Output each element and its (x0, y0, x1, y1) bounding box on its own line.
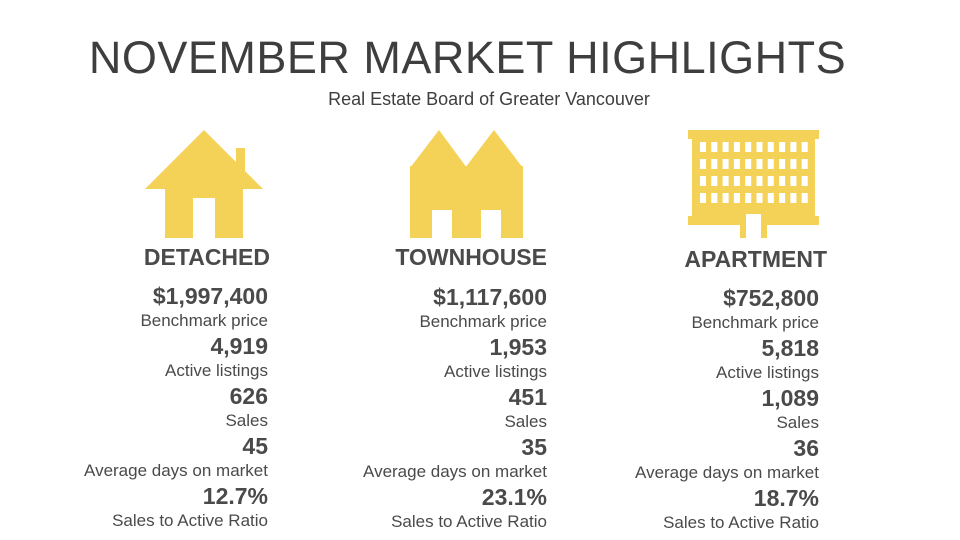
apartment-window (745, 176, 752, 186)
stat-label: Benchmark price (140, 311, 268, 330)
apartment-window (711, 193, 718, 203)
apartment-window (711, 142, 718, 152)
apartment-window (801, 159, 808, 169)
apartment-window (733, 176, 740, 186)
category-townhouse: TOWNHOUSE (395, 244, 547, 270)
stat-sales: 451 Sales (363, 384, 547, 434)
apartment-window (700, 159, 706, 169)
apartment-window (745, 159, 752, 169)
stat-days-on-market: 36 Average days on market (635, 435, 819, 485)
stat-label: Benchmark price (691, 313, 819, 332)
stat-value: 626 (229, 383, 268, 409)
apartment-window (700, 193, 706, 203)
stat-sales: 626 Sales (84, 383, 268, 433)
apartment-window (801, 193, 808, 203)
apartment-window (767, 176, 774, 186)
stat-value: 1,089 (761, 385, 819, 411)
category-apartment: APARTMENT (684, 246, 827, 272)
stat-benchmark-price: $1,117,600 Benchmark price (363, 284, 547, 334)
stat-label: Sales (776, 413, 819, 432)
stat-active-listings: 1,953 Active listings (363, 334, 547, 384)
stat-value: $752,800 (723, 285, 819, 311)
stat-value: $1,117,600 (433, 284, 547, 310)
apartment-window (722, 176, 729, 186)
stat-label: Sales (225, 411, 268, 430)
stat-days-on-market: 35 Average days on market (363, 434, 547, 484)
apartment-window (790, 193, 797, 203)
apartment-window (790, 159, 797, 169)
stat-label: Sales to Active Ratio (663, 513, 819, 532)
apartment-window (779, 176, 786, 186)
townhouse-icon (410, 130, 523, 238)
stat-label: Active listings (716, 363, 819, 382)
apartment-window (745, 142, 752, 152)
stat-label: Average days on market (363, 462, 547, 481)
apartment-window (767, 142, 774, 152)
apartment-window (733, 159, 740, 169)
apartment-window (756, 193, 763, 203)
apartment-window (722, 142, 729, 152)
apartment-window (700, 176, 706, 186)
page-subtitle: Real Estate Board of Greater Vancouver (328, 89, 650, 109)
apartment-window (779, 193, 786, 203)
category-detached: DETACHED (143, 244, 270, 270)
stat-sales: 1,089 Sales (635, 385, 819, 435)
stat-value: 4,919 (210, 333, 268, 359)
stat-label: Active listings (444, 362, 547, 381)
stat-value: 36 (793, 435, 819, 461)
stat-days-on-market: 45 Average days on market (84, 433, 268, 483)
stat-value: 45 (242, 433, 268, 459)
stat-value: 18.7% (753, 485, 819, 511)
apartment-window (733, 193, 740, 203)
stat-value: $1,997,400 (152, 283, 268, 309)
apartment-window (745, 193, 752, 203)
stat-sales-to-active: 18.7% Sales to Active Ratio (635, 485, 819, 535)
apartment-window (779, 159, 786, 169)
apartment-window (790, 176, 797, 186)
apartment-window (711, 176, 718, 186)
apartment-window (767, 193, 774, 203)
stat-label: Sales (504, 412, 547, 431)
stat-benchmark-price: $1,997,400 Benchmark price (84, 283, 268, 333)
apartment-window (779, 142, 786, 152)
stat-value: 23.1% (481, 484, 547, 510)
stat-benchmark-price: $752,800 Benchmark price (635, 285, 819, 335)
stat-label: Average days on market (635, 463, 819, 482)
stats-detached: $1,997,400 Benchmark price 4,919 Active li… (84, 283, 268, 533)
stat-active-listings: 5,818 Active listings (635, 335, 819, 385)
stat-label: Average days on market (84, 461, 268, 480)
apartment-window (733, 142, 740, 152)
stat-label: Active listings (165, 361, 268, 380)
stat-active-listings: 4,919 Active listings (84, 333, 268, 383)
stat-value: 1,953 (489, 334, 547, 360)
apartment-window (790, 142, 797, 152)
stats-apartment: $752,800 Benchmark price 5,818 Active list… (635, 285, 819, 535)
stat-sales-to-active: 23.1% Sales to Active Ratio (363, 484, 547, 534)
stat-value: 451 (508, 384, 547, 410)
stat-label: Sales to Active Ratio (391, 512, 547, 531)
stat-label: Benchmark price (419, 312, 547, 331)
apartment-window (756, 159, 763, 169)
stat-label: Sales to Active Ratio (112, 511, 268, 530)
apartment-window (801, 176, 808, 186)
stats-townhouse: $1,117,600 Benchmark price 1,953 Active li… (363, 284, 547, 534)
stat-value: 35 (521, 434, 547, 460)
house-icon (145, 130, 263, 238)
apartment-window (801, 142, 808, 152)
apartment-window (711, 159, 718, 169)
apartment-window (767, 159, 774, 169)
apartment-window (756, 176, 763, 186)
stat-value: 12.7% (202, 483, 268, 509)
apartment-window (700, 142, 706, 152)
apartment-window (756, 142, 763, 152)
apartment-window (722, 159, 729, 169)
stat-value: 5,818 (761, 335, 819, 361)
apartment-icon (688, 130, 819, 238)
stat-sales-to-active: 12.7% Sales to Active Ratio (84, 483, 268, 533)
page-title: NOVEMBER MARKET HIGHLIGHTS (88, 32, 847, 83)
apartment-window (722, 193, 729, 203)
